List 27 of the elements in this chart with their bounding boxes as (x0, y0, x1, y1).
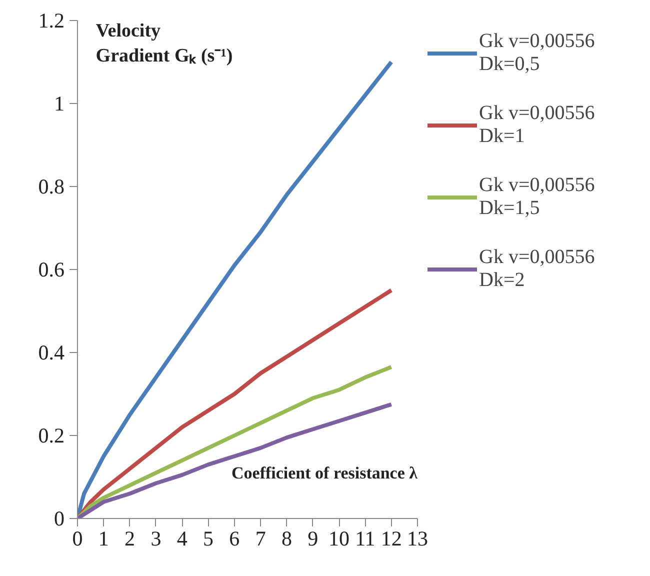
y-tick-label: 1.2 (38, 8, 64, 32)
y-tick-label: 1 (54, 92, 64, 116)
x-tick-label: 9 (308, 526, 318, 550)
x-tick-label: 3 (150, 526, 162, 550)
y-axis-title: Velocity Gradient Gₖ (s⁻¹) (96, 20, 233, 67)
y-tick-label: 0.6 (38, 258, 64, 282)
x-tick-label: 8 (281, 526, 292, 550)
y-tick-label: 0 (54, 506, 64, 530)
x-tick-label: 10 (328, 526, 350, 550)
x-tick-label: 4 (176, 526, 188, 550)
x-tick-label: 13 (407, 526, 428, 550)
legend-label: Gk v=0,00556 Dk=1,5 (479, 174, 595, 220)
x-tick-label: 7 (255, 526, 266, 550)
legend-label: Gk v=0,00556 Dk=2 (479, 246, 595, 292)
x-tick-label: 5 (203, 526, 214, 550)
x-tick-label: 12 (380, 526, 402, 550)
x-tick-label: 6 (229, 526, 240, 550)
y-tick-label: 0.2 (38, 424, 64, 448)
y-tick-label: 0.8 (38, 174, 64, 198)
x-tick-label: 11 (355, 526, 376, 550)
x-tick-label: 1 (98, 526, 109, 550)
legend-label: Gk v=0,00556 Dk=1 (479, 102, 595, 148)
x-axis-title: Coefficient of resistance λ (231, 464, 418, 482)
x-tick-label: 0 (72, 526, 83, 550)
y-tick-label: 0.4 (38, 340, 65, 364)
legend-label: Gk v=0,00556 Dk=0,5 (479, 30, 595, 76)
x-tick-label: 2 (124, 526, 136, 550)
